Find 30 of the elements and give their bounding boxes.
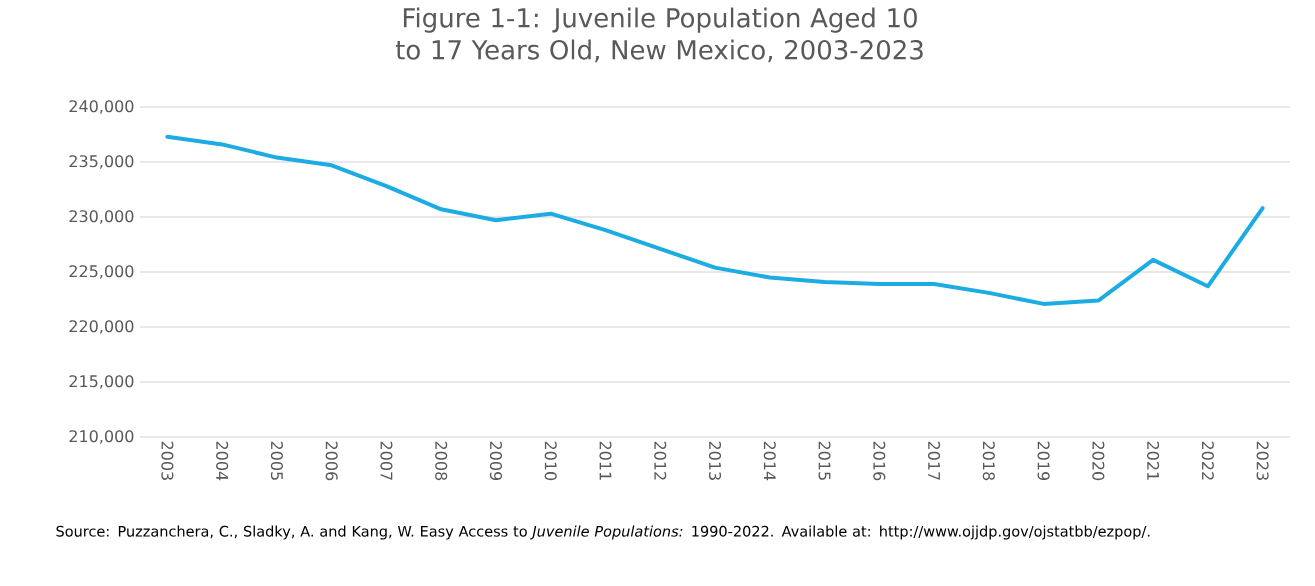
x-tick-label: 2009 [489, 441, 503, 481]
x-tick-label: 2015 [818, 441, 831, 480]
x-tick-label: 2003 [161, 441, 174, 480]
y-tick-label: 225,000 [69, 265, 134, 279]
x-tick-label: 2019 [1037, 441, 1050, 481]
y-tick-label: 220,000 [69, 320, 134, 334]
x-tick-label: 2020 [1092, 441, 1105, 481]
y-tick-label: 210,000 [69, 430, 134, 444]
x-tick-label: 2011 [599, 441, 612, 480]
x-tick-label: 2017 [927, 441, 941, 480]
source-note: Source: Puzzanchera, C., Sladky, A. and Kang, W. Easy Access to Juvenile Populations: 1990-2022. Available at: http://www.ojjdp.gov/ojstatbb/ezpop/. [56, 525, 1150, 540]
x-tick-label: 2022 [1201, 441, 1214, 480]
x-tick-label: 2007 [380, 441, 393, 480]
x-tick-label: 2010 [544, 441, 557, 481]
x-tick-label: 2013 [708, 441, 722, 480]
chart-title: Figure 1-1: Juvenile Population Aged 10 to 17 Years Old, New Mexico, 2003-2023 [395, 7, 923, 63]
y-tick-label: 235,000 [69, 155, 134, 169]
x-tick-label: 2008 [435, 441, 448, 481]
x-tick-label: 2021 [1147, 441, 1160, 480]
x-tick-label: 2014 [763, 441, 776, 481]
y-tick-label: 240,000 [69, 100, 134, 114]
x-tick-label: 2012 [654, 441, 667, 480]
y-tick-label: 230,000 [69, 210, 134, 224]
x-tick-label: 2004 [216, 441, 229, 481]
x-tick-label: 2006 [325, 441, 338, 481]
x-tick-label: 2005 [270, 441, 283, 480]
y-tick-label: 215,000 [69, 375, 134, 389]
x-tick-label: 2023 [1256, 441, 1269, 480]
x-tick-label: 2016 [873, 441, 886, 481]
x-tick-label: 2018 [982, 441, 995, 481]
